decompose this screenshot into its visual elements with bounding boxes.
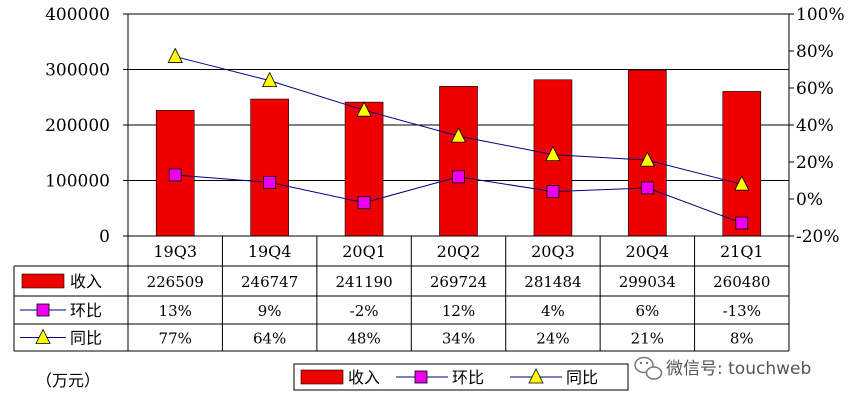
- bar-20Q1: [344, 101, 384, 237]
- 同比-marker: [261, 71, 278, 87]
- legend-key-yoy: [528, 368, 544, 384]
- category-label: 20Q3: [531, 242, 575, 261]
- legend: 收入 环比 同比: [293, 363, 629, 391]
- left-tick-label: 100000: [45, 172, 110, 192]
- cell-value: -2%: [350, 302, 379, 320]
- cell-value: 12%: [442, 302, 475, 320]
- cell-value: -13%: [723, 302, 761, 320]
- cell-value: 226509: [147, 273, 204, 291]
- cell-value: 13%: [159, 302, 192, 320]
- unit-label: （万元）: [36, 371, 100, 390]
- watermark: 微信号: touchweb: [634, 356, 811, 380]
- 环比-marker: [546, 185, 560, 199]
- 环比-marker: [735, 216, 749, 230]
- axes: 0 100000 200000 300000 400000 -20% 0% 20% 40% 60%…: [45, 5, 845, 247]
- 同比-marker: [639, 151, 656, 167]
- watermark-text: 微信号: touchweb: [666, 359, 811, 379]
- bar-19Q4: [250, 98, 289, 237]
- cell-value: 21%: [631, 330, 664, 348]
- legend-key-revenue: [300, 369, 344, 385]
- row-key-bar: [21, 273, 65, 289]
- left-tick-label: 400000: [45, 5, 110, 25]
- 环比-marker: [452, 170, 465, 184]
- 同比-marker: [356, 101, 372, 117]
- cell-value: 77%: [159, 330, 192, 348]
- category-label: 20Q4: [626, 242, 670, 261]
- cell-value: 24%: [536, 330, 569, 348]
- bar-20Q2: [439, 86, 478, 237]
- 环比-marker: [168, 168, 182, 182]
- category-label: 20Q1: [342, 242, 386, 261]
- 环比-marker: [263, 175, 277, 189]
- category-label: 19Q3: [153, 242, 197, 261]
- right-tick-label: 0%: [796, 190, 823, 210]
- legend-label-yoy: 同比: [566, 368, 598, 387]
- ratio-lines: [167, 47, 750, 230]
- cell-value: 8%: [730, 330, 754, 348]
- right-tick-label: 60%: [796, 79, 834, 99]
- bar-21Q1: [722, 91, 762, 237]
- legend-box: [293, 363, 629, 391]
- 环比-marker: [357, 196, 371, 210]
- 同比-marker: [167, 47, 183, 63]
- cell-value: 9%: [258, 302, 282, 320]
- cell-value: 246747: [241, 273, 298, 291]
- cell-value: 48%: [347, 330, 380, 348]
- cell-value: 269724: [430, 273, 487, 291]
- cell-value: 64%: [253, 330, 286, 348]
- revenue-bars: [155, 69, 762, 237]
- cell-value: 34%: [442, 330, 475, 348]
- cell-value: 281484: [524, 273, 581, 291]
- right-tick-label: 80%: [796, 42, 834, 62]
- row-label: 同比: [70, 329, 102, 348]
- row-key-marker: [36, 303, 50, 317]
- legend-label-revenue: 收入: [348, 368, 380, 387]
- left-tick-label: 200000: [45, 116, 110, 136]
- 同比-marker: [734, 175, 750, 191]
- data-table: 19Q3 19Q4 20Q1 20Q2 20Q3 20Q4 21Q1 收入 226509 2467…: [13, 235, 790, 352]
- right-tick-label: 40%: [796, 116, 834, 136]
- right-tick-label: 100%: [796, 5, 845, 25]
- cell-value: 4%: [541, 302, 565, 320]
- category-label: 19Q4: [248, 242, 292, 261]
- row-label: 收入: [70, 272, 102, 291]
- category-label: 20Q2: [437, 242, 481, 261]
- category-label: 21Q1: [720, 242, 764, 261]
- cell-value: 260480: [713, 273, 770, 291]
- 同比-marker: [545, 145, 561, 162]
- right-tick-label: -20%: [796, 227, 840, 247]
- right-tick-label: 20%: [796, 153, 834, 173]
- legend-label-qoq: 环比: [452, 368, 484, 387]
- 同比-marker: [450, 127, 467, 143]
- wechat-icon: [634, 356, 663, 380]
- cell-value: 6%: [635, 302, 659, 320]
- cell-value: 299034: [619, 273, 676, 291]
- left-tick-label: 0: [99, 227, 110, 247]
- legend-key-qoq: [414, 370, 428, 384]
- 环比-marker: [640, 181, 654, 195]
- row-key-marker: [35, 328, 51, 344]
- row-label: 环比: [70, 301, 102, 320]
- cell-value: 241190: [335, 273, 392, 291]
- left-tick-label: 300000: [45, 61, 110, 81]
